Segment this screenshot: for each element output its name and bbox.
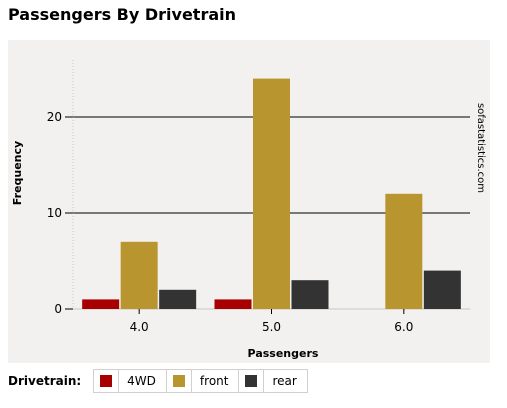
bar-rear-4.0 xyxy=(159,290,196,309)
legend-title: Drivetrain: xyxy=(8,374,81,388)
bar-rear-6.0 xyxy=(424,271,461,309)
legend-label: rear xyxy=(264,370,306,392)
bar-4wd-5.0 xyxy=(215,299,252,309)
x-tick-label: 5.0 xyxy=(262,320,281,334)
y-axis-label: Frequency xyxy=(11,141,24,205)
y-tick-label: 0 xyxy=(54,302,62,316)
y-tick-label: 20 xyxy=(47,110,62,124)
legend-label: 4WD xyxy=(119,370,167,392)
x-tick-label: 4.0 xyxy=(130,320,149,334)
legend-item-4wd: 4WD xyxy=(94,370,167,392)
legend-swatch-cell xyxy=(239,370,264,392)
x-tick-label: 6.0 xyxy=(394,320,413,334)
bar-front-4.0 xyxy=(121,242,158,309)
legend-box: 4WD front rear xyxy=(93,369,308,393)
legend: Drivetrain: 4WD front rear xyxy=(8,368,308,394)
x-axis-label: Passengers xyxy=(248,347,319,360)
y-tick-label: 10 xyxy=(47,206,62,220)
legend-swatch xyxy=(173,375,185,387)
chart-svg: 0 10 20 4.0 5.0 6.0 Frequency Passengers sofa… xyxy=(0,0,507,368)
legend-swatch xyxy=(245,375,257,387)
watermark: sofastatistics.com xyxy=(475,103,486,193)
bar-rear-5.0 xyxy=(292,280,329,309)
bar-4wd-4.0 xyxy=(82,299,119,309)
bar-front-5.0 xyxy=(253,79,290,309)
legend-label: front xyxy=(192,370,240,392)
legend-item-front: front xyxy=(167,370,240,392)
legend-swatch xyxy=(100,375,112,387)
legend-item-rear: rear xyxy=(239,370,306,392)
bar-front-6.0 xyxy=(385,194,422,309)
legend-swatch-cell xyxy=(94,370,119,392)
legend-swatch-cell xyxy=(167,370,192,392)
